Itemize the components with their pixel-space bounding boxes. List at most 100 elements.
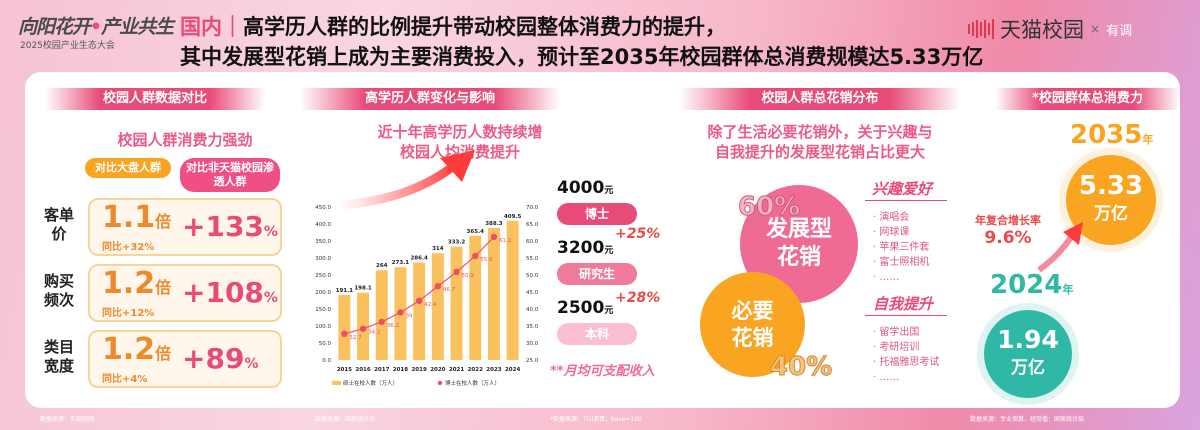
increase-master: +28% (615, 290, 661, 306)
pct-vs-non-tmall: +133% (182, 210, 278, 243)
bar (375, 270, 388, 360)
y-right-tick: 60.0 (526, 239, 539, 245)
line-label: 46.7 (443, 287, 456, 293)
bar (469, 235, 482, 360)
section1-subtitle: 校园人群消费力强劲 (117, 131, 253, 149)
line-point (415, 297, 423, 305)
line-label: 32.7 (349, 335, 362, 341)
section4-header: *校园群体总消费力 (995, 88, 1180, 110)
yoy: 同比+4% (102, 374, 148, 385)
student-count-chart: 0.0 50.0 100.0 150.0 200.0 250.0 300.0 350.0 400… (315, 205, 539, 387)
line-label: 34.2 (368, 330, 380, 336)
line-point (472, 252, 479, 260)
income-amount: 2500元 (557, 298, 614, 318)
list-item: 演唱会 (873, 210, 929, 225)
increase-phd: +25% (615, 226, 661, 242)
growth-arrow-icon (1037, 222, 1083, 273)
metric-row: 1.2倍 同比+4% +89% (88, 330, 282, 388)
legend-swatch-bar (332, 381, 341, 385)
list-item: 考研培训 (873, 340, 939, 355)
bar-label: 333.2 (448, 240, 466, 246)
x-tick: 2022 (468, 367, 483, 373)
income-amount: 4000元 (557, 178, 614, 198)
list-item: 留学出国 (873, 325, 939, 340)
y-left-tick: 250.0 (315, 273, 331, 279)
need-spend-circle: 必要 花销 (700, 272, 805, 377)
bar (413, 262, 426, 360)
legend-label: 博士在校人数（万人） (445, 379, 500, 387)
y-left-tick: 300.0 (315, 256, 331, 262)
row-label: 购买频次 (44, 272, 75, 309)
pct-vs-non-tmall: +89% (182, 342, 259, 375)
income-amount: 3200元 (557, 238, 614, 258)
dev-pct: 60% (737, 192, 801, 223)
y-right-tick: 65.0 (526, 222, 539, 228)
y-right-tick: 40.0 (526, 307, 539, 313)
interest-list: 演唱会网球课苹果三件套富士照相机…… (873, 210, 929, 285)
degree-tag: 研究生 (557, 263, 637, 285)
list-item: …… (873, 270, 929, 285)
line-label: 50.9 (462, 273, 475, 279)
y-left-tick: 50.0 (319, 341, 332, 347)
bar-label: 409.5 (504, 214, 522, 220)
category-interest: 兴趣爱好 (872, 180, 933, 198)
line-point (434, 283, 442, 290)
legend-swatch-line (437, 380, 443, 386)
footnote-3: *数据来源：TGI测算，base=100 (550, 416, 642, 423)
row-label: 客单价 (44, 206, 75, 243)
x-tick: 2018 (393, 367, 408, 373)
bar-label: 191.1 (336, 288, 354, 294)
y-left-tick: 350.0 (315, 239, 331, 245)
year-2035: 2035年 (1070, 120, 1154, 150)
bar (338, 295, 351, 360)
bar (487, 227, 500, 360)
brand-logos: 天猫校园 × 有调 (968, 14, 1132, 44)
year-2024: 2024年 (990, 270, 1074, 300)
list-item: …… (873, 370, 939, 385)
bar-label: 198.1 (354, 286, 372, 292)
event-logo: 向阳花开•产业共生 (18, 16, 174, 38)
multiplier: 1.1倍 (102, 200, 172, 235)
line-label: 55.6 (480, 257, 493, 263)
legend-label: 硕士在校人数（万人） (343, 379, 398, 387)
need-pct: 40% (769, 352, 833, 383)
tmall-campus-logo-icon (968, 19, 994, 39)
bar (506, 220, 519, 360)
x-tick: 2024 (505, 367, 520, 373)
y-right-tick: 25.0 (526, 358, 539, 364)
list-item: 托福雅思考试 (873, 355, 939, 370)
section3-subtitle: 除了生活必要花销外，关于兴趣与 自我提升的发展型花销占比更大 (707, 123, 933, 161)
multiplier: 1.2倍 (102, 332, 172, 367)
bar (450, 246, 463, 360)
bar-label: 264 (376, 263, 388, 269)
x-tick: 2019 (411, 367, 426, 373)
page-title: 国内｜高学历人群的比例提升带动校园整体消费力的提升， 其中发展型花销上成为主要消… (180, 15, 984, 69)
y-left-tick: 450.0 (315, 205, 331, 211)
footnote-2: 数据来源：国家统计局 (315, 416, 376, 423)
income-note: **月均可支配收入 (550, 364, 655, 379)
footnote-1: 数据来源：天猫校园 (40, 416, 95, 423)
col-header-non-tmall: 对比非天猫校园渗透人群 (180, 158, 280, 192)
section2-subtitle: 近十年高学历人数持续增 校园人均消费提升 (377, 123, 543, 161)
y-left-tick: 100.0 (315, 324, 331, 330)
partner-logo: 有调 (1106, 23, 1133, 39)
y-right-tick: 30.0 (526, 341, 539, 347)
x-tick: 2020 (430, 367, 445, 373)
y-right-tick: 35.0 (526, 324, 539, 330)
x-tick: 2021 (449, 367, 464, 373)
y-right-tick: 45.0 (526, 290, 539, 296)
section1-header: 校园人群数据对比 (45, 88, 265, 110)
x-tick: 2016 (355, 367, 370, 373)
list-item: 苹果三件套 (873, 240, 929, 255)
self-improve-list: 留学出国考研培训托福雅思考试…… (873, 325, 939, 385)
cagr: 年复合增长率 9.6% (975, 214, 1041, 248)
line-point (359, 325, 367, 332)
bar-label: 388.3 (485, 221, 503, 227)
bar (431, 253, 444, 360)
line-point (341, 330, 348, 338)
category-self-improve: 自我提升 (873, 295, 934, 313)
yoy: 同比+32% (102, 242, 155, 253)
col-header-overall: 对比大盘人群 (85, 158, 171, 178)
yoy: 同比+12% (102, 308, 155, 319)
times-sign: × (1090, 22, 1101, 36)
